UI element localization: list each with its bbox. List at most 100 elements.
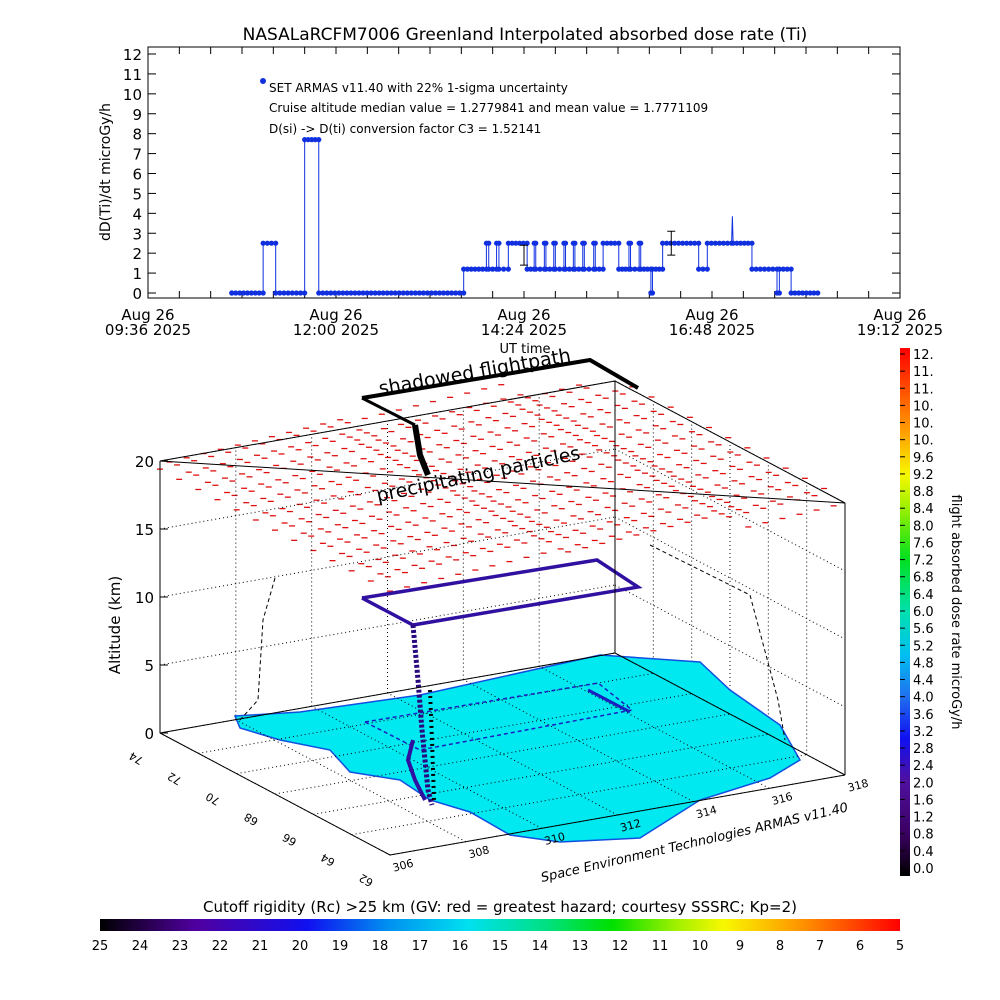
- data-point: [513, 240, 519, 246]
- data-point: [324, 290, 330, 296]
- altitude-tick-label: 20: [135, 453, 154, 471]
- rigidity-tick-label: 21: [252, 939, 269, 954]
- dose-tick-label: 6.4: [913, 588, 934, 603]
- data-point: [244, 290, 251, 296]
- data-point: [509, 240, 515, 246]
- dose-tick-label: 8.0: [913, 519, 934, 534]
- data-point: [788, 290, 794, 296]
- data-point: [486, 266, 492, 272]
- data-point: [268, 240, 275, 246]
- x-tick-label-date: Aug 26: [309, 306, 362, 324]
- data-point: [420, 290, 427, 296]
- data-point: [400, 290, 406, 296]
- dose-tick-label: 10.: [913, 417, 934, 432]
- data-point: [384, 290, 390, 296]
- dose-tick-label: 3.2: [913, 725, 934, 740]
- rigidity-tick-label: 6: [856, 939, 864, 954]
- data-point: [416, 290, 423, 296]
- x-tick-label-time: 09:36 2025: [105, 321, 191, 339]
- data-point: [348, 290, 354, 296]
- longitude-tick-label: 308: [467, 843, 491, 861]
- data-point: [592, 266, 598, 272]
- shadowed-flightpath: [361, 357, 640, 400]
- data-point: [480, 266, 486, 272]
- rigidity-tick-label: 10: [692, 939, 709, 954]
- dose-tick-label: 4.0: [913, 691, 934, 706]
- x-tick-label-date: Aug 26: [121, 306, 174, 324]
- data-point: [461, 290, 467, 296]
- data-point: [316, 137, 322, 143]
- dose-tick-label: 9.6: [913, 451, 934, 466]
- longitude-tick-label: 318: [846, 777, 870, 795]
- base-gridline: [313, 733, 769, 815]
- data-point: [297, 290, 304, 296]
- data-point: [741, 240, 748, 246]
- box-edge: [159, 460, 846, 504]
- rigidity-tick-label: 11: [652, 939, 669, 954]
- data-point: [780, 266, 786, 272]
- rigidity-tick-label: 8: [776, 939, 784, 954]
- rigidity-colorbar-gradient: [100, 919, 900, 931]
- y-axis-label: dD(Ti)/dt microGy/h: [98, 103, 114, 241]
- box-edge: [614, 652, 846, 776]
- data-point: [632, 266, 638, 272]
- base-gridline: [198, 672, 654, 754]
- data-point: [745, 240, 751, 246]
- data-point: [672, 240, 678, 246]
- rigidity-tick-label: 12: [612, 939, 629, 954]
- data-point: [472, 266, 478, 272]
- rigidity-tick-label: 19: [332, 939, 349, 954]
- rigidity-tick-label: 13: [572, 939, 589, 954]
- dose-tick-label: 12.: [913, 348, 934, 363]
- data-point: [428, 290, 435, 296]
- longitude-tick-label: 316: [770, 790, 794, 808]
- data-point: [392, 290, 398, 296]
- y-tick-label: 3: [132, 225, 142, 243]
- data-point: [376, 290, 382, 296]
- data-point: [700, 266, 706, 272]
- left-wall-projection: [239, 577, 276, 721]
- x-tick-label-date: Aug 26: [873, 306, 926, 324]
- rigidity-tick-label: 5: [896, 939, 904, 954]
- data-point: [457, 290, 463, 296]
- y-tick-label: 7: [132, 146, 142, 164]
- rigidity-tick-label: 14: [532, 939, 549, 954]
- data-point: [668, 240, 674, 246]
- dose-tick-label: 10.: [913, 399, 934, 414]
- data-point: [562, 266, 569, 272]
- base-gridline: [236, 693, 692, 775]
- latitude-tick-label: 72: [165, 769, 184, 787]
- dose-colorbar-label: flight absorbed dose rate microGy/h: [948, 495, 963, 730]
- data-point: [356, 290, 362, 296]
- flight-path-ground-leg: [405, 739, 427, 801]
- data-point: [336, 290, 342, 296]
- data-point: [815, 290, 821, 296]
- data-point: [608, 240, 614, 246]
- y-tick-label: 4: [132, 205, 142, 223]
- data-point: [424, 290, 431, 296]
- data-point: [328, 290, 334, 296]
- data-point: [660, 266, 666, 272]
- data-point: [557, 266, 563, 272]
- data-point: [453, 290, 459, 296]
- data-point: [776, 290, 782, 296]
- data-point: [404, 290, 410, 296]
- data-point: [543, 266, 549, 272]
- data-point: [505, 240, 511, 246]
- data-point: [340, 290, 346, 296]
- data-point: [449, 290, 455, 296]
- data-point: [680, 240, 686, 246]
- data-point: [660, 240, 666, 246]
- data-point: [576, 266, 582, 272]
- data-point: [799, 290, 806, 296]
- box-edge: [389, 774, 846, 856]
- dose-colorbar: 12. 11. 11. 10. 10. 10. 9.6 9.2 8.8 8.4 8.0 7.6 7.2 6…: [900, 348, 963, 877]
- longitude-tick-label: 306: [391, 857, 415, 875]
- data-point: [408, 290, 414, 296]
- data-point: [803, 290, 809, 296]
- data-point: [796, 290, 802, 296]
- box-edge: [159, 732, 391, 856]
- data-point: [533, 266, 539, 272]
- data-point: [562, 240, 569, 246]
- dose-tick-label: 0.4: [913, 845, 934, 860]
